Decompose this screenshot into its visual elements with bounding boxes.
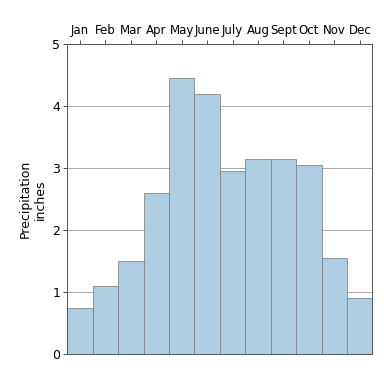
Y-axis label: Precipitation
inches: Precipitation inches [19, 160, 47, 238]
Bar [144, 193, 169, 354]
Bar [220, 171, 245, 354]
Bar [245, 159, 271, 354]
Bar [296, 165, 321, 354]
Bar [271, 159, 296, 354]
Bar [93, 286, 118, 354]
Bar [169, 78, 194, 354]
Bar [67, 308, 93, 354]
Bar [322, 258, 347, 354]
Bar [347, 299, 372, 354]
Bar [194, 94, 220, 354]
Bar [118, 261, 144, 354]
